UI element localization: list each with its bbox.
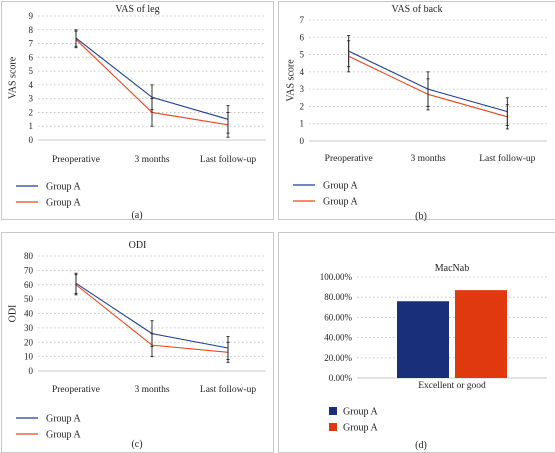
x-tick-label: Last follow-up [200,384,256,395]
legend-label: Group A [343,407,379,418]
x-tick-label: Preoperative [52,385,100,395]
legend-swatch [329,423,337,431]
y-tick-label: 70 [24,265,34,275]
chart-odi: ODI 0 10 20 30 40 50 60 70 80 ODI Preoperative 3 mon… [2,233,273,452]
x-tick-label: Preoperative [325,154,373,164]
x-tick-label: 3 months [410,154,445,164]
bar [455,290,507,378]
y-tick-label: 5 [300,50,305,60]
legend-label: Group A [323,197,359,208]
legend-label: Group A [343,423,379,434]
y-tick-label: 3 [300,84,305,94]
y-tick-label: 80 [24,251,34,261]
x-tick-label: Last follow-up [200,154,256,165]
y-tick-label: 10 [24,352,34,362]
panel-vas-leg: VAS of leg 0 1 2 3 4 5 6 7 8 9 VAS score Preoperativ… [1,1,274,220]
y-tick-label: 1 [300,119,305,129]
legend-label: Group A [323,181,359,192]
chart-vas-leg: VAS of leg 0 1 2 3 4 5 6 7 8 9 VAS score Preoperativ… [2,2,273,219]
x-tick-label: 3 months [134,155,169,165]
legend-swatch [329,407,337,415]
legend-label: Group A [46,182,82,193]
y-tick-label: 3 [29,94,34,104]
subfigure-label-b: (b) [401,211,441,222]
y-tick-label: 20.00% [324,353,352,363]
y-tick-label: 60.00% [324,312,352,322]
y-tick-label: 0 [29,135,34,145]
y-tick-label: 4 [29,80,34,90]
chart-title: ODI [129,240,147,251]
chart-title: VAS of back [392,4,443,15]
panel-odi: ODI 0 10 20 30 40 50 60 70 80 ODI Preoperative 3 mon… [1,232,274,453]
bar [397,301,449,378]
panel-macnab: MacNab 0.00% 20.00% 40.00% 60.00% 80.00% 100.0… [278,232,555,453]
y-tick-label: 1 [29,121,34,131]
y-tick-label: 80.00% [324,292,352,302]
chart-vas-back: VAS of back 0 1 2 3 4 5 6 7 VAS score Preoperative… [279,2,555,219]
y-tick-label: 20 [24,337,34,347]
y-tick-label: 40.00% [324,333,352,343]
legend-label: Group A [46,414,82,425]
panel-vas-back: VAS of back 0 1 2 3 4 5 6 7 VAS score Preoperative… [278,1,555,220]
y-tick-label: 7 [300,15,305,25]
y-tick-label: 2 [29,107,34,117]
y-tick-label: 0.00% [329,373,353,383]
legend-label: Group A [46,430,82,441]
x-tick-label: Last follow-up [479,153,535,164]
y-tick-label: 30 [24,323,34,333]
y-tick-label: 5 [29,66,34,76]
subfigure-label-a: (a) [117,210,157,221]
chart-macnab: MacNab 0.00% 20.00% 40.00% 60.00% 80.00% 100.0… [279,233,555,452]
y-axis-label: ODI [8,305,19,323]
y-tick-label: 9 [29,11,34,21]
legend-label: Group A [46,198,82,209]
y-tick-label: 60 [24,280,34,290]
y-tick-label: 2 [300,101,305,111]
y-tick-label: 100.00% [320,272,353,282]
subfigure-label-d: (d) [401,440,441,451]
y-tick-label: 50 [24,294,34,304]
y-tick-label: 6 [29,52,34,62]
subfigure-label-c: (c) [117,439,157,450]
y-axis-label: VAS score [8,56,19,99]
y-tick-label: 40 [24,309,34,319]
x-tick-label: Preoperative [52,155,100,165]
y-tick-label: 6 [300,32,305,42]
y-axis-label: VAS score [286,59,297,102]
y-tick-label: 7 [29,39,34,49]
y-tick-label: 0 [29,366,34,376]
x-tick-label: Excellent or good [418,381,486,391]
chart-title: MacNab [435,263,469,274]
y-tick-label: 0 [300,136,305,146]
y-tick-label: 8 [29,25,34,35]
x-tick-label: 3 months [134,385,169,395]
y-tick-label: 4 [300,67,305,77]
chart-title: VAS of leg [115,4,159,15]
